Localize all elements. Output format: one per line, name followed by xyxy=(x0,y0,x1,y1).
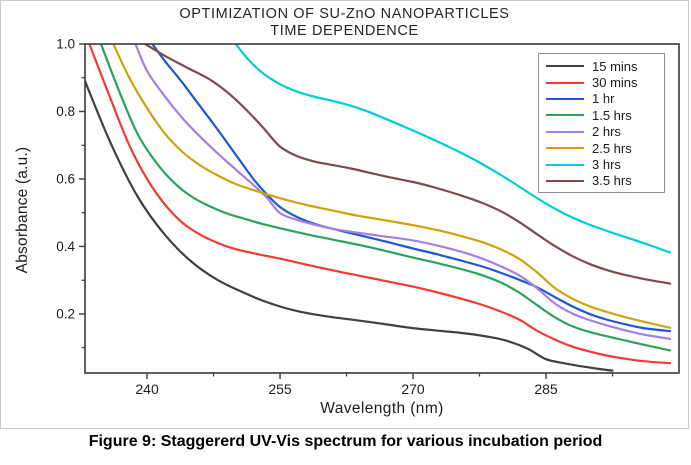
legend-swatch-line xyxy=(546,81,584,84)
y-tick-label: 0.4 xyxy=(56,239,75,254)
legend-label: 1 hr xyxy=(592,91,615,107)
chart-image: OPTIMIZATION OF SU-ZnO NANOPARTICLES TIM… xyxy=(0,0,689,429)
legend-label: 2 hrs xyxy=(592,124,621,140)
legend-swatch-line xyxy=(546,97,584,100)
chart-title: OPTIMIZATION OF SU-ZnO NANOPARTICLES TIM… xyxy=(1,6,688,40)
series-line-2-hrs xyxy=(134,44,672,340)
legend-swatch-line xyxy=(546,179,584,182)
legend-label: 3.5 hrs xyxy=(592,173,632,189)
series-line-3-5-hrs xyxy=(144,44,672,285)
plot-frame xyxy=(84,43,680,374)
legend-item-15-mins: 15 mins xyxy=(539,58,664,74)
series-line-2-5-hrs xyxy=(112,44,672,329)
y-tick-label: 0.8 xyxy=(56,104,75,119)
series-line-1-hr xyxy=(151,44,672,333)
legend-label: 1.5 hrs xyxy=(592,107,632,123)
series-line-30-mins xyxy=(88,44,672,365)
chart-title-line1: OPTIMIZATION OF SU-ZnO NANOPARTICLES xyxy=(179,6,510,22)
y-axis-title: Absorbance (a.u.) xyxy=(14,146,31,274)
legend-item-1-5-hrs: 1.5 hrs xyxy=(539,107,664,123)
legend-item-2-hrs: 2 hrs xyxy=(539,124,664,140)
legend-item-30-mins: 30 mins xyxy=(539,74,664,90)
series-line-1-5-hrs xyxy=(99,44,672,352)
legend: 15 mins 30 mins 1 hr 1.5 hrs 2 hrs 2.5 hrs 3 h… xyxy=(538,53,665,194)
plot-svg: 240 255 270 285 1.0 0.8 0.6 0.4 0.2 xyxy=(56,37,680,397)
legend-label: 30 mins xyxy=(592,75,638,91)
x-tick-label: 255 xyxy=(268,381,292,397)
y-tick-label: 1.0 xyxy=(56,37,75,52)
x-tick-label: 285 xyxy=(534,381,558,397)
y-tick-label: 0.2 xyxy=(56,306,75,321)
legend-swatch-line xyxy=(546,130,584,133)
series-line-3-hrs xyxy=(234,44,672,254)
y-tick-label: 0.6 xyxy=(56,171,75,186)
legend-swatch-line xyxy=(546,114,584,117)
legend-label: 15 mins xyxy=(592,58,638,74)
x-tick-label: 270 xyxy=(401,381,425,397)
x-tick-label: 240 xyxy=(135,381,159,397)
legend-swatch-line xyxy=(546,147,584,150)
series-line-15-mins xyxy=(85,80,614,372)
legend-swatch-line xyxy=(546,65,584,68)
legend-label: 2.5 hrs xyxy=(592,140,632,156)
x-axis-title: Wavelength (nm) xyxy=(320,400,444,417)
legend-item-1-hr: 1 hr xyxy=(539,91,664,107)
legend-item-3-hrs: 3 hrs xyxy=(539,156,664,172)
legend-label: 3 hrs xyxy=(592,157,621,173)
chart-title-line2: TIME DEPENDENCE xyxy=(270,23,419,39)
legend-item-2-5-hrs: 2.5 hrs xyxy=(539,140,664,156)
legend-item-3-5-hrs: 3.5 hrs xyxy=(539,173,664,189)
figure-caption: Figure 9: Staggererd UV-Vis spectrum for… xyxy=(88,433,603,450)
legend-swatch-line xyxy=(546,163,584,166)
